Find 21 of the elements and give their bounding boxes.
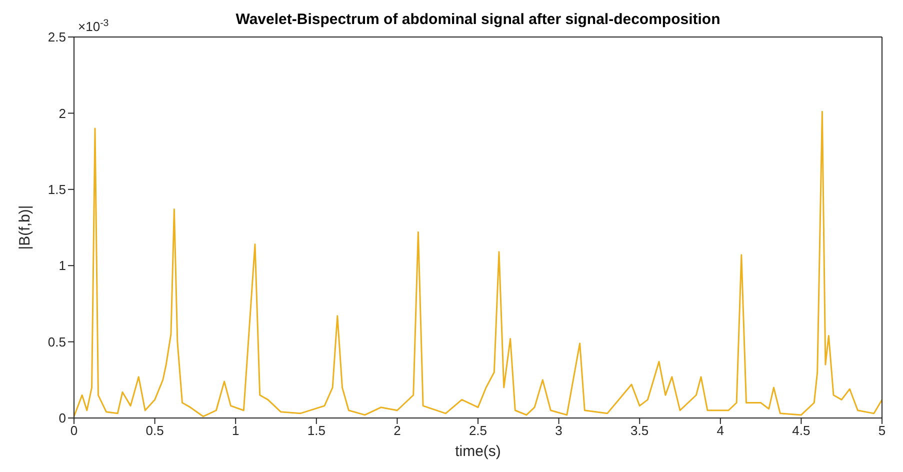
y-axis-title: |B(f,b)| [16, 205, 34, 250]
x-tick-label: 3 [555, 423, 562, 438]
y-tick-label: 2 [58, 106, 66, 121]
y-tick-label: 1 [58, 258, 66, 274]
y-tick-label: 0.5 [48, 334, 66, 350]
x-axis-title: time(s) [455, 443, 501, 460]
x-tick-label: 2.5 [468, 423, 488, 438]
x-tick-label: 1.5 [307, 423, 326, 438]
y-tick-label: 2.5 [48, 30, 66, 45]
x-tick-label: 4 [716, 423, 724, 438]
x-tick-label: 0.5 [146, 423, 164, 438]
x-tick-label: 1 [232, 423, 240, 438]
y-tick-label: 0 [58, 410, 66, 426]
x-tick-label: 0 [70, 423, 78, 438]
text: ×10$^{-3}$ [78, 18, 109, 34]
x-tick-label: 5 [878, 423, 886, 438]
x-tick-label: 2 [394, 423, 401, 438]
x-tick-label: 4.5 [792, 423, 810, 438]
chart-title: Wavelet-Bispectrum of abdominal signal after signal-decomposition [236, 11, 720, 28]
y-tick-label: 1.5 [48, 182, 66, 198]
x-tick-label: 3.5 [630, 423, 649, 438]
